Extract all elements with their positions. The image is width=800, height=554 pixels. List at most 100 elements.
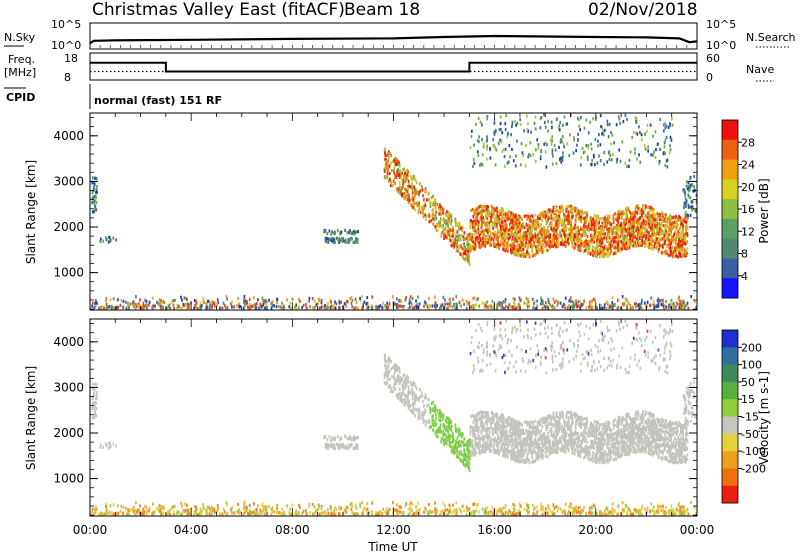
range-gate-cell	[402, 510, 405, 515]
range-gate-cell	[422, 208, 425, 212]
range-gate-cell	[581, 216, 584, 220]
range-gate-cell	[562, 232, 565, 236]
range-gate-cell	[216, 302, 219, 307]
range-gate-cell	[593, 225, 596, 229]
range-gate-cell	[434, 199, 437, 203]
range-gate-cell	[580, 215, 583, 219]
range-gate-cell	[601, 221, 604, 225]
range-gate-cell	[573, 138, 576, 142]
range-gate-cell	[384, 151, 386, 155]
range-gate-cell	[188, 303, 191, 307]
range-gate-cell	[91, 304, 93, 308]
range-gate-cell	[658, 238, 661, 242]
range-gate-cell	[675, 214, 677, 218]
range-gate-cell	[611, 301, 614, 305]
range-gate-cell	[479, 217, 482, 221]
range-gate-cell	[656, 304, 658, 308]
range-gate-cell	[476, 231, 478, 235]
range-gate-cell	[651, 214, 653, 218]
range-gate-cell	[395, 157, 398, 162]
range-gate-cell	[502, 213, 505, 217]
range-gate-cell	[105, 238, 108, 242]
range-gate-cell	[595, 215, 598, 219]
range-gate-cell	[501, 241, 503, 245]
range-gate-cell	[638, 242, 640, 246]
range-gate-cell	[526, 235, 528, 239]
range-gate-cell	[463, 257, 465, 261]
range-gate-cell	[308, 296, 311, 300]
range-gate-cell	[210, 505, 213, 509]
range-gate-cell	[582, 230, 585, 234]
range-gate-cell	[649, 246, 652, 250]
range-gate-cell	[305, 306, 308, 310]
range-gate-cell	[579, 245, 582, 249]
range-gate-cell	[263, 299, 265, 303]
range-gate-cell	[587, 251, 590, 255]
range-gate-cell	[404, 504, 407, 508]
range-gate-cell	[331, 239, 333, 243]
range-gate-cell	[650, 153, 652, 157]
range-gate-cell	[618, 213, 620, 217]
range-gate-cell	[504, 244, 507, 248]
range-gate-cell	[516, 221, 519, 225]
range-gate-cell	[628, 231, 631, 235]
freq-line	[90, 61, 697, 73]
range-gate-cell	[388, 301, 391, 306]
range-gate-cell	[648, 237, 651, 241]
range-gate-cell	[588, 507, 591, 511]
range-gate-cell	[411, 302, 413, 306]
range-gate-cell	[453, 241, 455, 245]
range-gate-cell	[468, 233, 470, 237]
range-gate-cell	[92, 180, 95, 185]
range-gate-cell	[654, 224, 657, 228]
range-gate-cell	[493, 121, 496, 125]
range-gate-cell	[173, 512, 175, 517]
range-gate-cell	[683, 205, 685, 209]
range-gate-cell	[473, 223, 475, 227]
range-gate-cell	[469, 243, 472, 248]
range-gate-cell	[511, 147, 513, 152]
range-gate-cell	[454, 306, 457, 310]
range-gate-cell	[598, 218, 601, 222]
range-gate-cell	[619, 159, 622, 163]
power-panel-frame	[89, 112, 698, 311]
range-gate-cell	[552, 242, 554, 246]
range-gate-cell	[404, 298, 407, 302]
range-gate-cell	[430, 196, 433, 200]
range-gate-cell	[631, 135, 633, 139]
range-gate-cell	[601, 245, 604, 250]
range-gate-cell	[503, 223, 505, 227]
range-gate-cell	[598, 235, 601, 239]
range-gate-cell	[511, 120, 514, 124]
range-gate-cell	[409, 203, 412, 207]
range-gate-cell	[656, 223, 659, 227]
range-gate-cell	[556, 218, 559, 222]
range-gate-cell	[453, 232, 455, 236]
range-gate-cell	[686, 217, 689, 221]
range-gate-cell	[519, 304, 521, 308]
range-gate-cell	[516, 121, 519, 125]
range-gate-cell	[534, 231, 537, 235]
range-gate-cell	[258, 306, 261, 310]
range-gate-cell	[635, 120, 638, 124]
range-gate-cell	[504, 212, 507, 216]
range-gate-cell	[442, 211, 444, 215]
range-gate-cell	[210, 299, 213, 303]
range-gate-cell	[626, 222, 629, 226]
range-gate-cell	[426, 214, 428, 218]
range-gate-cell	[663, 233, 666, 237]
range-gate-cell	[119, 303, 122, 307]
range-gate-cell	[493, 303, 495, 307]
range-gate-cell	[496, 304, 499, 308]
range-gate-cell	[457, 249, 459, 253]
range-gate-cell	[663, 510, 666, 514]
range-gate-cell	[659, 228, 661, 232]
range-gate-cell	[613, 141, 615, 145]
range-gate-cell	[678, 239, 680, 243]
range-gate-cell	[494, 232, 497, 236]
range-gate-cell	[440, 207, 443, 211]
range-gate-cell	[566, 238, 569, 242]
range-gate-cell	[571, 214, 573, 219]
range-gate-cell	[368, 304, 371, 309]
range-gate-cell	[643, 226, 646, 230]
